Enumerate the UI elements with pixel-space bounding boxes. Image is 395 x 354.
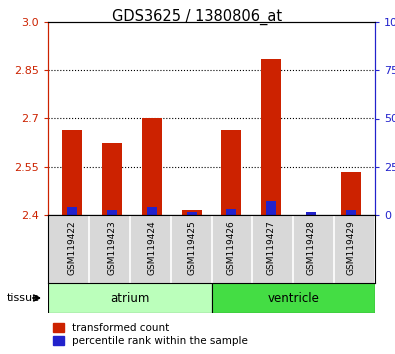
Text: GSM119422: GSM119422 [68, 221, 76, 275]
Text: atrium: atrium [110, 291, 149, 304]
Text: GSM119427: GSM119427 [267, 221, 276, 275]
Bar [266, 200, 276, 215]
Bar [261, 59, 281, 215]
Text: GSM119426: GSM119426 [227, 221, 236, 275]
Text: GSM119424: GSM119424 [147, 221, 156, 275]
Bar [107, 210, 117, 215]
Bar [226, 209, 237, 215]
Bar [62, 130, 82, 215]
Text: tissue: tissue [7, 293, 40, 303]
Bar [306, 212, 316, 215]
Text: ventricle: ventricle [267, 291, 319, 304]
Bar [211, 283, 375, 313]
Bar [142, 119, 162, 215]
Bar [102, 143, 122, 215]
Bar [182, 210, 201, 215]
Bar [147, 207, 157, 215]
Bar [67, 207, 77, 215]
Text: GSM119425: GSM119425 [187, 221, 196, 275]
Text: GDS3625 / 1380806_at: GDS3625 / 1380806_at [113, 9, 282, 25]
Bar [48, 283, 211, 313]
Text: GSM119423: GSM119423 [107, 221, 116, 275]
Bar [346, 210, 356, 215]
Text: GSM119428: GSM119428 [307, 221, 316, 275]
Text: GSM119429: GSM119429 [346, 221, 356, 275]
Legend: transformed count, percentile rank within the sample: transformed count, percentile rank withi… [53, 323, 248, 346]
Bar [222, 130, 241, 215]
Bar [341, 172, 361, 215]
Bar [186, 212, 197, 215]
